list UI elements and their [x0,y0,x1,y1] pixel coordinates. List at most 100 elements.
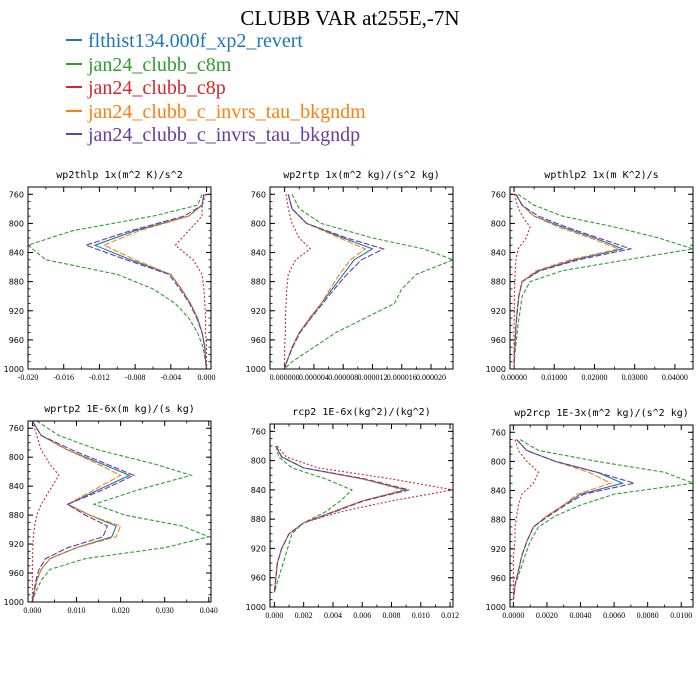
x-tick-label: 0.0020 [536,611,558,620]
series-line [273,445,407,593]
y-tick-label: 800 [491,457,506,466]
y-tick-label: 800 [9,453,24,462]
series-line [93,194,208,369]
y-tick-label: 1000 [246,365,266,374]
y-tick-label: 760 [491,190,506,199]
legend-label: jan24_clubb_c8p [88,77,226,99]
x-tick-label: 0.03000 [622,373,648,382]
legend-item: jan24_clubb_c_invrs_tau_bkgndp [66,124,366,148]
y-tick-label: 960 [9,336,24,345]
series-line [284,194,367,369]
legend-label: jan24_clubb_c8m [88,53,232,76]
x-tick-label: -0.008 [125,373,146,382]
panel-title: wp2rtp 1x(m^2 kg)/(s^2 kg) [283,170,440,181]
x-tick-label: 0.010 [412,611,430,620]
y-tick-label: 760 [251,427,266,436]
series-group [28,194,208,369]
y-tick-label: 840 [9,482,24,491]
y-tick-label: 1000 [486,603,506,612]
series-line [513,194,633,369]
y-tick-label: 800 [251,457,266,466]
x-tick-label: 0.000000 [270,373,300,382]
legend-swatch [66,133,82,136]
series-line [174,194,208,369]
y-tick-label: 760 [251,190,266,199]
y-tick-label: 760 [9,190,24,199]
y-tick-label: 880 [9,278,24,287]
y-tick-label: 840 [251,486,266,495]
y-tick-label: 920 [251,307,266,316]
series-line [102,194,208,369]
series-line [512,439,693,600]
legend-item: jan24_clubb_c_invrs_tau_bkgndm [66,101,366,125]
x-tick-label: -0.016 [53,373,74,382]
legend-swatch [66,109,82,112]
chart-panel: wp2rtp 1x(m^2 kg)/(s^2 kg) 760 800 840 880 92… [246,170,454,382]
x-tick-label: 0.000008 [328,373,358,382]
y-tick-label: 840 [251,249,266,258]
y-tick-label: 1000 [4,598,24,607]
panel-title: wprtp2 1E-6x(m kg)/(s kg) [44,404,195,415]
x-tick-label: 0.000 [23,606,41,615]
x-tick-label: 0.01000 [541,373,567,382]
legend: flthist134.000f_xp2_revert jan24_clubb_c8… [66,30,366,148]
y-tick-label: 920 [491,545,506,554]
y-tick-label: 920 [9,307,24,316]
x-tick-label: 0.000 [198,373,216,382]
y-tick-label: 840 [9,249,24,258]
chart-panel: wpthlp2 1x(m K^2)/s 760 800 840 880 920 960 100… [486,170,694,382]
plot-frame [27,186,212,370]
y-tick-label: 920 [9,540,24,549]
y-tick-label: 800 [491,219,506,228]
series-line [513,194,531,369]
plot-frame [269,186,454,370]
x-tick-label: 0.000004 [299,373,329,382]
legend-swatch [66,86,82,89]
series-line [31,421,211,602]
chart-panel: wp2rcp 1E-3x(m^2 kg)/(s^2 kg) 760 800 840 88… [486,408,694,620]
y-tick-label: 840 [491,487,506,496]
x-tick-label: 0.000020 [416,373,446,382]
legend-label: jan24_clubb_c_invrs_tau_bkgndm [88,100,366,123]
y-tick-label: 760 [491,428,506,437]
y-tick-label: 840 [491,249,506,258]
panel-title: wpthlp2 1x(m K^2)/s [544,170,658,181]
x-tick-label: 0.000016 [387,373,417,382]
y-tick-label: 960 [491,336,506,345]
legend-item: jan24_clubb_c8m [66,54,366,78]
legend-item: jan24_clubb_c8p [66,77,366,101]
series-line [28,194,208,369]
legend-item: flthist134.000f_xp2_revert [66,30,366,54]
x-tick-label: 0.0060 [603,611,625,620]
series-group [284,194,453,369]
y-tick-label: 1000 [4,365,24,374]
x-tick-label: -0.004 [160,373,181,382]
y-tick-label: 800 [9,219,24,228]
panel-title: wp2rcp 1E-3x(m^2 kg)/(s^2 kg) [514,408,689,419]
chart-panel: rcp2 1E-6x(kg^2)/(kg^2) 760 800 840 880 920 96… [246,407,459,620]
series-group [31,421,211,602]
plot-frame [509,424,694,608]
series-line [273,445,353,593]
series-line [513,193,693,369]
panel-title: wp2thlp 1x(m^2 K)/s^2 [56,170,182,181]
y-tick-label: 960 [491,574,506,583]
series-line [273,445,453,593]
x-tick-label: 0.000 [265,611,283,620]
x-tick-label: 0.0100 [670,611,692,620]
series-group [512,439,693,600]
series-line [31,421,60,602]
x-tick-label: 0.040 [200,606,218,615]
series-line [284,194,385,369]
x-tick-label: 0.0080 [637,611,659,620]
series-line [284,194,453,369]
x-tick-label: 0.0000 [502,611,524,620]
chart-panel: wp2thlp 1x(m^2 K)/s^2 760 800 840 880 920 960 1… [4,170,216,382]
y-tick-label: 960 [251,336,266,345]
series-group [273,445,453,593]
chart-panel: wprtp2 1E-6x(m kg)/(s kg) 760 800 840 880 920… [4,404,218,615]
x-tick-label: 0.002 [295,611,313,620]
page-title: CLUBB VAR at255E,-7N [240,6,460,30]
y-tick-label: 920 [491,307,506,316]
